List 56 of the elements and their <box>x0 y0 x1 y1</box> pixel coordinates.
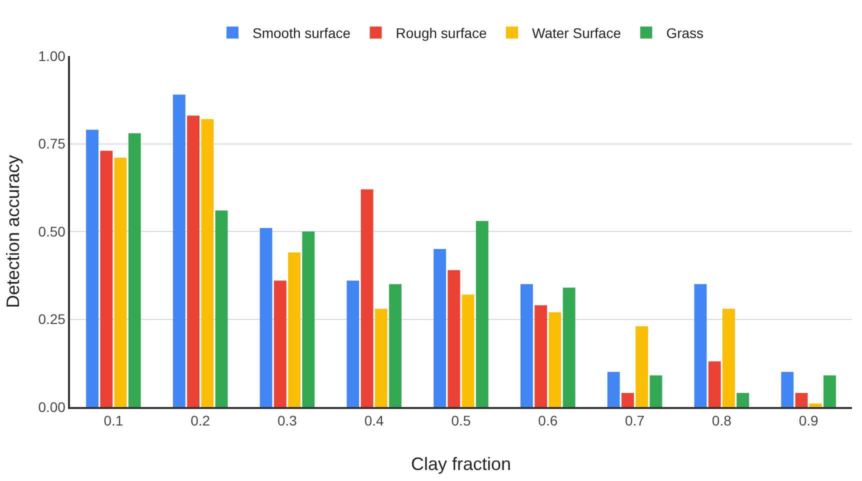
x-axis-title: Clay fraction <box>410 454 512 474</box>
bar <box>694 284 707 407</box>
bar <box>187 116 200 407</box>
bar <box>476 220 488 407</box>
bar <box>722 308 735 407</box>
bar <box>389 284 402 407</box>
legend-label: Smooth surface <box>252 25 351 42</box>
bar <box>534 305 548 407</box>
bar <box>824 375 836 407</box>
x-tick-label: 0.5 <box>451 412 471 429</box>
bar <box>374 308 388 407</box>
x-tick-label: 0.9 <box>798 412 818 429</box>
x-tick-label: 0.2 <box>190 412 210 429</box>
bar <box>360 189 374 407</box>
bar <box>708 361 721 407</box>
x-tick-label: 0.1 <box>104 412 124 429</box>
x-tick-label: 0.3 <box>277 412 298 429</box>
bar <box>288 252 300 407</box>
y-tick-label: 1.00 <box>38 48 66 64</box>
bar <box>736 392 750 407</box>
bar <box>462 294 474 407</box>
bar <box>520 284 533 407</box>
legend-label: Grass <box>666 25 704 42</box>
bar <box>795 392 808 407</box>
bar <box>562 288 576 407</box>
x-tick-label: 0.4 <box>364 412 384 429</box>
x-tick-label: 0.7 <box>625 412 645 429</box>
bar <box>607 372 620 407</box>
bar <box>434 249 446 407</box>
bar <box>215 210 228 407</box>
y-tick-label: 0.50 <box>38 223 66 240</box>
y-tick-label: 0.25 <box>38 311 66 328</box>
bar <box>781 372 794 407</box>
bar <box>809 403 822 407</box>
bar <box>86 130 98 407</box>
bar <box>302 232 315 407</box>
bar <box>128 133 141 407</box>
bar <box>548 312 562 407</box>
y-tick-label: 0.00 <box>38 398 66 415</box>
y-axis-title: Detection accuracy <box>2 154 23 308</box>
y-tick-label: 0.75 <box>38 136 66 152</box>
bar <box>346 280 360 407</box>
bar <box>650 375 662 407</box>
bar <box>448 270 460 407</box>
legend-label: Water Surface <box>532 25 622 42</box>
bar <box>201 119 214 407</box>
bar <box>622 392 634 407</box>
bar <box>172 94 186 407</box>
legend-label: Rough surface <box>396 25 488 42</box>
x-tick-label: 0.8 <box>712 412 732 429</box>
bar <box>100 150 113 407</box>
x-tick-label: 0.6 <box>538 412 558 429</box>
bar <box>636 326 648 407</box>
bar <box>114 158 127 407</box>
bar <box>274 280 286 407</box>
bar <box>260 228 272 407</box>
